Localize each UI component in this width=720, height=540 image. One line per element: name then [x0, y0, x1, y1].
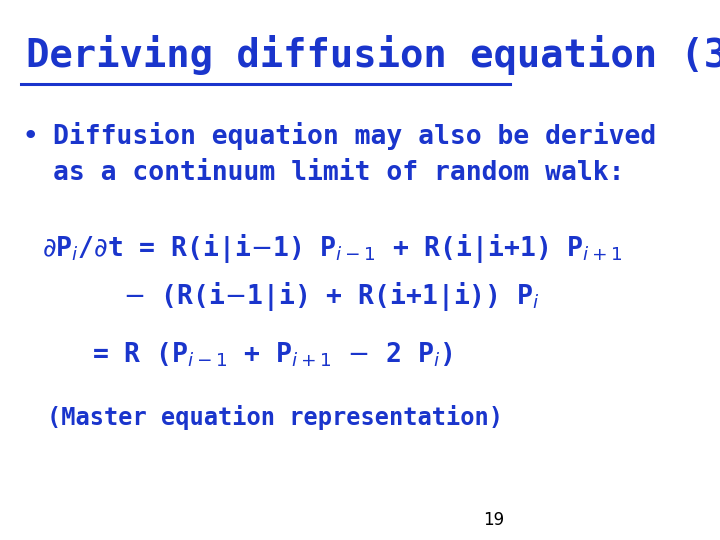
Text: $\partial$P$_i$/$\partial$t = R(i|i$-$1) P$_{i-1}$ + R(i|i+1) P$_{i+1}$: $\partial$P$_i$/$\partial$t = R(i|i$-$1)… — [42, 232, 623, 265]
Text: $-$ (R(i$-$1|i) + R(i+1|i)) P$_i$: $-$ (R(i$-$1|i) + R(i+1|i)) P$_i$ — [124, 280, 540, 313]
Text: Diffusion equation may also be derived
as a continuum limit of random walk:: Diffusion equation may also be derived a… — [53, 122, 656, 186]
Text: = R (P$_{i-1}$ + P$_{i+1}$ $-$ 2 P$_i$): = R (P$_{i-1}$ + P$_{i+1}$ $-$ 2 P$_i$) — [92, 340, 452, 369]
Text: Deriving diffusion equation (3): Deriving diffusion equation (3) — [26, 35, 720, 75]
Text: •: • — [21, 122, 38, 150]
Text: 19: 19 — [483, 511, 505, 529]
Text: (Master equation representation): (Master equation representation) — [48, 405, 503, 430]
